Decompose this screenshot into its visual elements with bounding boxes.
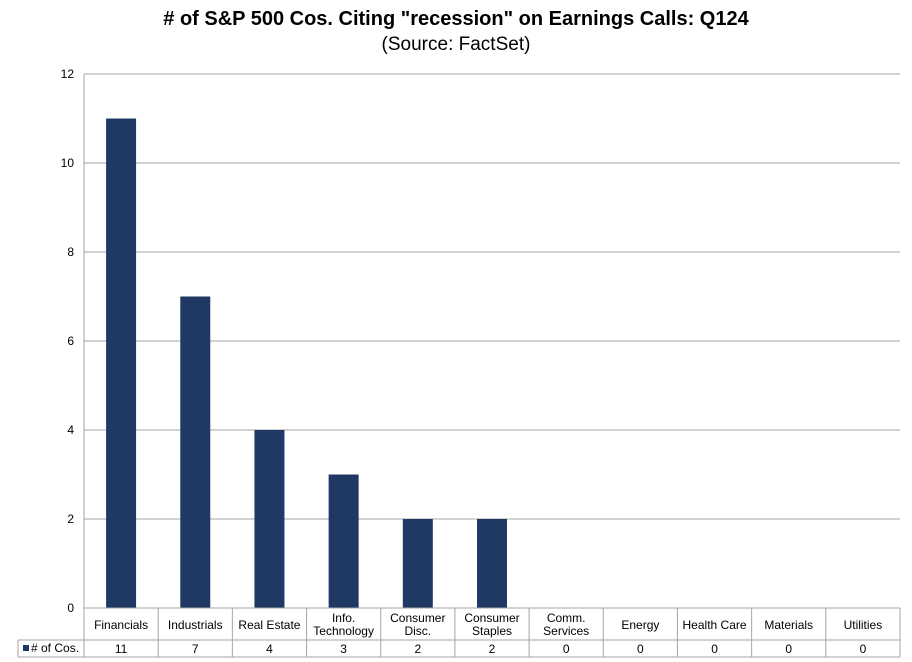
bar[interactable]	[180, 296, 211, 609]
x-category-label: Financials	[94, 618, 148, 632]
y-tick-label: 2	[67, 512, 74, 526]
data-table-value: 3	[340, 642, 347, 656]
bar[interactable]	[402, 519, 433, 608]
x-category-label: Health Care	[683, 618, 747, 632]
y-tick-label: 4	[67, 423, 74, 437]
data-table-value: 0	[637, 642, 644, 656]
x-category-label: Comm. Services	[543, 611, 589, 638]
data-table-value: 0	[563, 642, 570, 656]
legend-series-label: # of Cos.	[31, 641, 79, 655]
chart-subtitle: (Source: FactSet)	[381, 34, 531, 55]
x-category-label: Utilities	[844, 618, 883, 632]
bar[interactable]	[106, 118, 137, 609]
data-table-value: 11	[115, 642, 128, 656]
data-table-value: 0	[711, 642, 718, 656]
data-table-value: 4	[266, 642, 273, 656]
y-tick-label: 6	[67, 334, 74, 348]
x-category-label: Industrials	[168, 618, 223, 632]
x-category-label: Materials	[764, 618, 813, 632]
x-category-label: Consumer Staples	[464, 611, 519, 638]
y-tick-label: 12	[61, 67, 75, 81]
chart-title: # of S&P 500 Cos. Citing "recession" on …	[163, 8, 749, 30]
data-table-value: 2	[489, 642, 496, 656]
y-tick-label: 8	[67, 245, 74, 259]
data-table-value: 7	[192, 642, 199, 656]
x-category-label: Info. Technology	[313, 611, 374, 638]
x-category-label: Consumer Disc.	[390, 611, 445, 638]
data-table-value: 2	[414, 642, 421, 656]
legend-swatch	[23, 645, 29, 651]
bar[interactable]	[328, 474, 359, 609]
data-table-value: 0	[785, 642, 792, 656]
x-category-label: Energy	[621, 618, 659, 632]
y-tick-label: 0	[67, 601, 74, 615]
x-category-label: Real Estate	[238, 618, 300, 632]
y-tick-label: 10	[61, 156, 75, 170]
bar[interactable]	[477, 519, 507, 608]
data-table-value: 0	[860, 642, 867, 656]
bar[interactable]	[254, 430, 285, 608]
